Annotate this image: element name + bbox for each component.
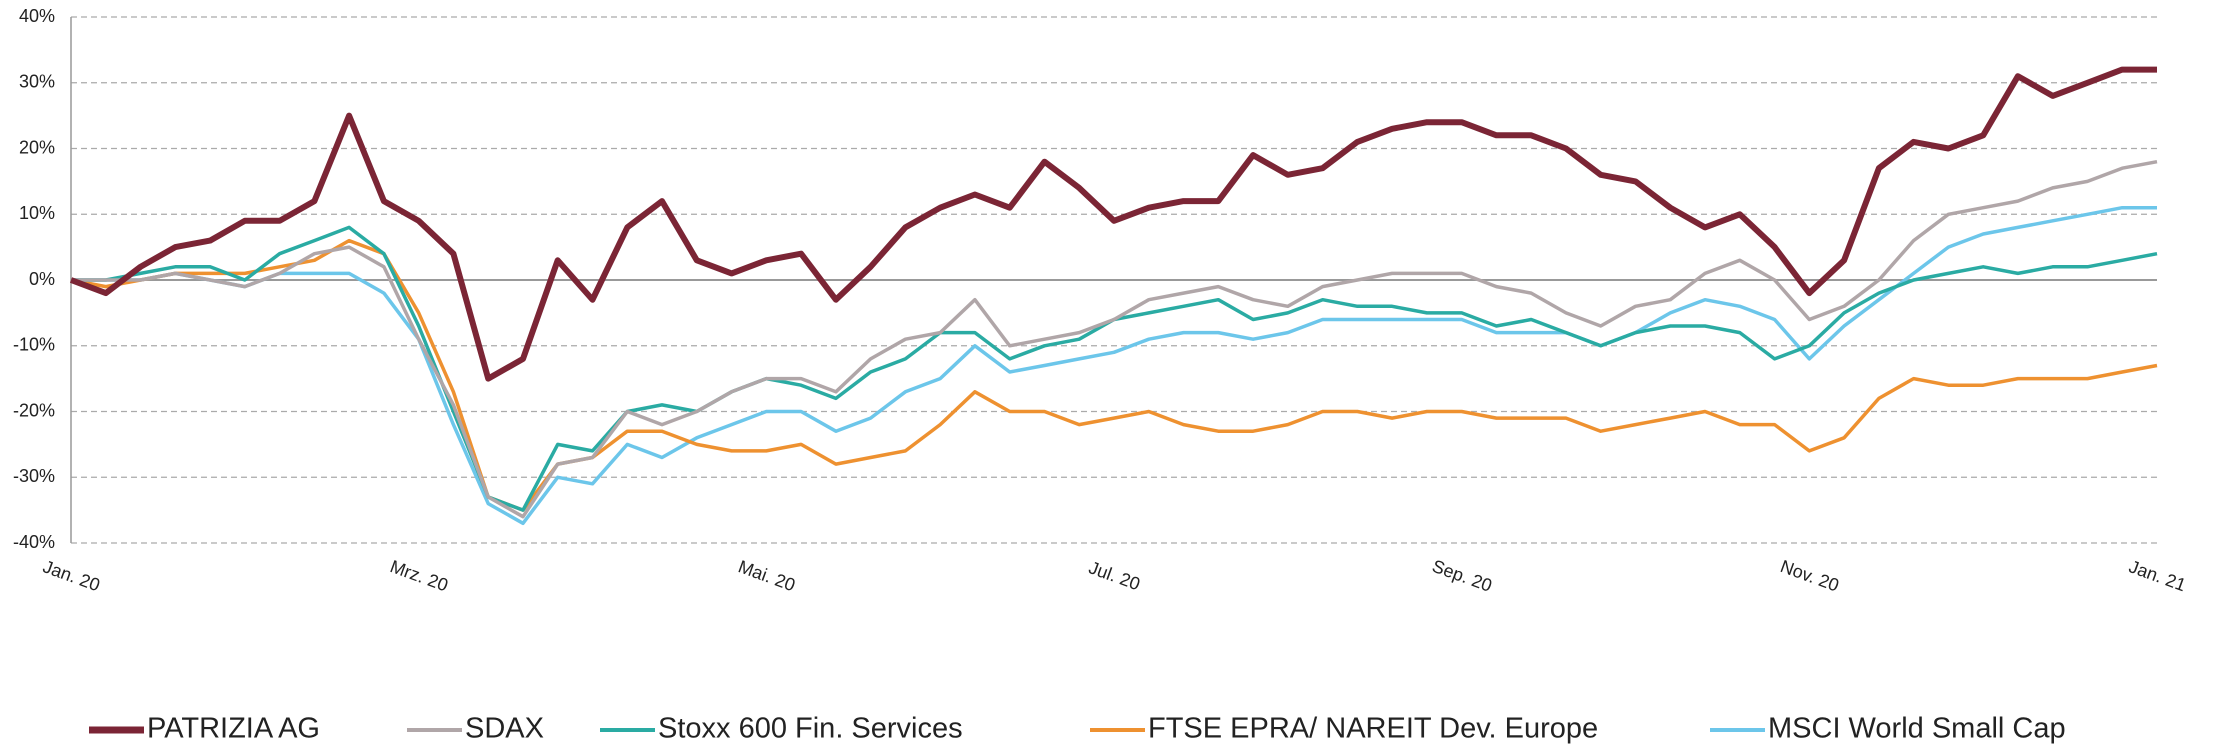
legend-label: FTSE EPRA/ NAREIT Dev. Europe [1148,713,1598,745]
x-tick-label: Mrz. 20 [387,556,450,595]
y-tick-label: -40% [13,532,55,552]
y-tick-label: -30% [13,466,55,486]
legend-label: PATRIZIA AG [147,713,320,745]
series-line [69,66,2157,382]
y-tick-label: 20% [19,137,55,157]
y-tick-label: 0% [29,269,55,289]
x-tick-label: Jan. 21 [2126,556,2188,595]
x-tick-label: Sep. 20 [1430,556,1495,596]
y-tick-label: -10% [13,335,55,355]
legend-label: SDAX [465,713,544,745]
x-tick-label: Mai. 20 [736,556,798,595]
legend-label: Stoxx 600 Fin. Services [658,713,963,745]
series-line [71,159,2158,519]
y-tick-label: 40% [19,6,55,26]
x-tick-label: Nov. 20 [1778,556,1842,596]
x-tick-label: Jan. 20 [40,556,102,595]
legend-label: MSCI World Small Cap [1768,713,2066,745]
series-line [70,238,2158,512]
y-tick-label: 30% [19,72,55,92]
x-tick-label: Jul. 20 [1086,557,1143,594]
y-tick-label: -20% [13,400,55,420]
y-tick-label: 10% [19,203,55,223]
